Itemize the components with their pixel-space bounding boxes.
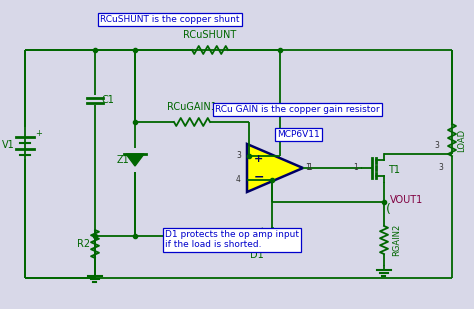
Text: +: + bbox=[254, 154, 263, 164]
Polygon shape bbox=[247, 144, 303, 192]
Text: RCuSHUNT: RCuSHUNT bbox=[183, 30, 237, 40]
Text: +: + bbox=[35, 129, 42, 138]
Text: 4: 4 bbox=[236, 176, 241, 184]
Text: 3: 3 bbox=[434, 142, 439, 150]
Polygon shape bbox=[126, 154, 144, 166]
Text: D1 protects the op amp input
if the load is shorted.: D1 protects the op amp input if the load… bbox=[165, 230, 299, 249]
Text: RCuSHUNT is the copper shunt: RCuSHUNT is the copper shunt bbox=[100, 15, 239, 24]
Text: RCuGAIN1: RCuGAIN1 bbox=[167, 102, 217, 112]
Text: VOUT1: VOUT1 bbox=[390, 195, 423, 205]
Text: 1: 1 bbox=[305, 163, 310, 172]
Text: RGAIN2: RGAIN2 bbox=[392, 224, 401, 256]
Text: 3: 3 bbox=[236, 151, 241, 160]
Text: (: ( bbox=[386, 204, 391, 217]
Text: C1: C1 bbox=[102, 95, 115, 105]
Text: D1: D1 bbox=[250, 250, 264, 260]
Text: LOAD: LOAD bbox=[457, 129, 466, 151]
Text: V1: V1 bbox=[1, 140, 14, 150]
Polygon shape bbox=[262, 228, 272, 244]
Text: Z1: Z1 bbox=[117, 155, 130, 165]
Text: −: − bbox=[254, 171, 264, 184]
Text: 1: 1 bbox=[353, 163, 358, 172]
Text: T1: T1 bbox=[388, 165, 400, 175]
Text: RCu GAIN is the copper gain resistor: RCu GAIN is the copper gain resistor bbox=[215, 105, 380, 114]
Text: 3: 3 bbox=[438, 163, 443, 172]
Text: MCP6V11: MCP6V11 bbox=[277, 130, 320, 139]
Text: R2: R2 bbox=[77, 239, 90, 249]
Text: 1: 1 bbox=[307, 163, 312, 172]
